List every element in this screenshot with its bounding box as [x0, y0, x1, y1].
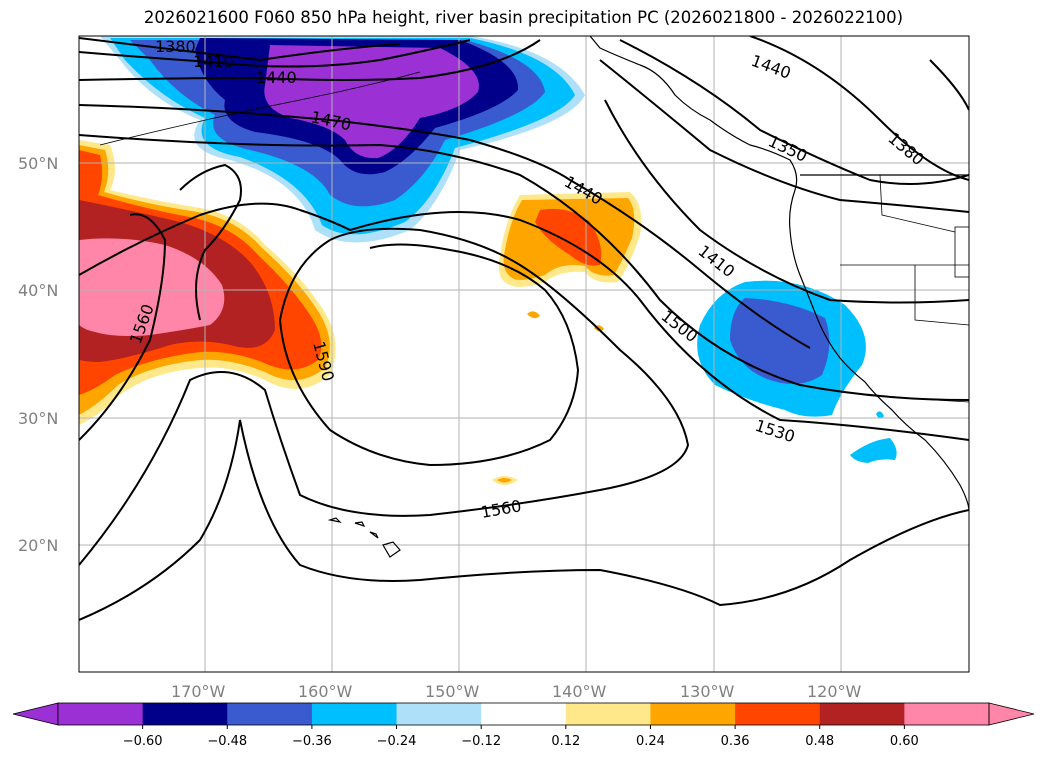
colorbar-cell: [819, 703, 905, 725]
colorbar-tick-label: 0.36: [721, 734, 750, 749]
colorbar-cell: [650, 703, 736, 725]
colorbar-cell: [565, 703, 651, 725]
hawaii-1: [327, 517, 342, 523]
positive-region-west-pink: [79, 238, 225, 336]
colorbar-tick-label: −0.48: [207, 734, 247, 749]
contour-1410: [79, 39, 471, 68]
colorbar-tick-label: 0.24: [636, 734, 665, 749]
contour-1440-ne: [749, 36, 969, 181]
contour-1380: [79, 37, 401, 62]
contour-1500: [79, 134, 969, 401]
negative-region-se-small: [876, 411, 884, 419]
colorbar-cell: [904, 703, 990, 725]
contour-1380-east: [599, 59, 969, 213]
colorbar-tick-label: 0.48: [805, 734, 834, 749]
colorbar: −0.60 −0.48 −0.36 −0.24 −0.12 0.12 0.24 0.36 0.4…: [12, 702, 1035, 749]
land-border-3: [914, 265, 969, 326]
north-america-coast: [589, 36, 969, 511]
longitude-labels: 170°W 160°W 150°W 140°W 130°W 120°W: [171, 682, 862, 701]
colorbar-cell: [311, 703, 398, 725]
hawaii-2: [354, 521, 366, 528]
contour-1530-south: [79, 419, 969, 621]
lon-label-170w: 170°W: [171, 682, 226, 701]
colorbar-cell: [142, 703, 228, 725]
colorbar-tick-label: 0.60: [890, 734, 919, 749]
gridlines: [79, 36, 969, 672]
positive-region-small-3-core: [497, 478, 512, 483]
contour-label-1380: 1380: [155, 37, 196, 56]
hawaii-3: [369, 531, 379, 539]
lat-label-30n: 30°N: [18, 409, 58, 428]
contour-1440-west: [79, 39, 541, 81]
contour-1590: [278, 239, 580, 467]
colorbar-tick-label: 0.12: [551, 734, 580, 749]
island-arc: [99, 71, 421, 146]
contour-1470: [79, 104, 471, 141]
map-panel: 1380 1410 1440 1470 1440 1410 1500 1530 …: [78, 35, 970, 673]
colorbar-tick-label: −0.60: [123, 734, 163, 749]
negative-region-se-cyan: [850, 438, 897, 463]
lon-label-120w: 120°W: [807, 682, 862, 701]
contour-1350: [619, 39, 969, 185]
contour-label-1410: 1410: [193, 52, 234, 71]
colorbar-tick-label: −0.12: [461, 734, 501, 749]
colorbar-cell: [481, 703, 567, 725]
contour-1560-main: [79, 227, 690, 566]
colorbar-tick-label: −0.24: [377, 734, 417, 749]
lon-label-150w: 150°W: [425, 682, 480, 701]
colorbar-ticks: −0.60 −0.48 −0.36 −0.24 −0.12 0.12 0.24 0.36 0.4…: [123, 725, 919, 749]
lon-label-160w: 160°W: [298, 682, 353, 701]
latitude-labels: 50°N 40°N 30°N 20°N: [18, 154, 58, 555]
contour-inner-1: [179, 163, 242, 321]
lat-label-20n: 20°N: [18, 536, 58, 555]
shaded-precipitation: [79, 36, 897, 485]
hawaii-big: [382, 541, 401, 558]
contour-label-1440-w: 1440: [256, 68, 297, 87]
lon-label-140w: 140°W: [552, 682, 607, 701]
colorbar-cells: [58, 703, 990, 725]
map-border: [78, 35, 970, 673]
contour-1440-east: [469, 139, 811, 349]
map-title: 2026021600 F060 850 hPa height, river ba…: [143, 8, 904, 27]
negative-region-north-purple: [264, 45, 479, 159]
lat-label-50n: 50°N: [18, 154, 58, 173]
height-contours: [79, 36, 969, 621]
colorbar-cell: [58, 703, 144, 725]
colorbar-cell: [396, 703, 482, 725]
colorbar-cell: [735, 703, 821, 725]
negative-region-east-blue: [730, 298, 830, 384]
positive-region-small-1: [527, 311, 540, 319]
great-lakes-box: [954, 226, 969, 278]
land-border-1: [879, 174, 956, 233]
colorbar-extend-min: [12, 702, 59, 726]
colorbar-tick-label: −0.36: [292, 734, 332, 749]
lat-label-40n: 40°N: [18, 281, 58, 300]
contour-1560-left: [79, 213, 167, 441]
lon-label-130w: 130°W: [680, 682, 735, 701]
colorbar-cell: [227, 703, 313, 725]
colorbar-extend-max: [988, 702, 1035, 726]
contour-1380-ne: [929, 59, 969, 111]
colorbar-frame: [57, 702, 990, 726]
contour-1530: [79, 202, 969, 441]
contour-1410-east: [604, 99, 969, 304]
